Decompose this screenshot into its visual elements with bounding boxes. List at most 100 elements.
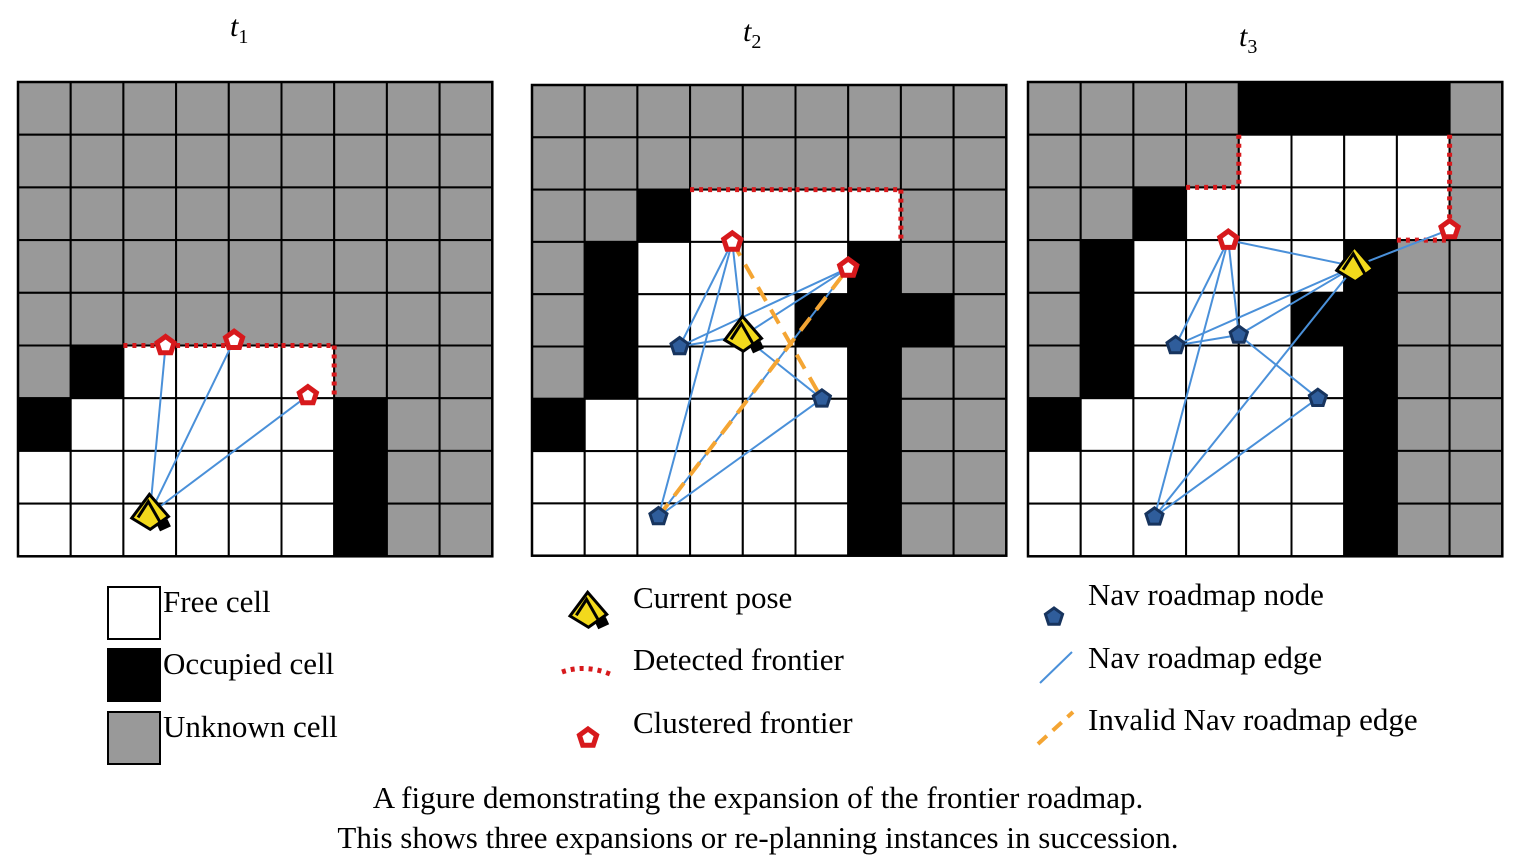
unknown-cell — [1448, 239, 1504, 294]
legend-current-pose-label: Current pose — [633, 580, 793, 615]
unknown-cell — [531, 293, 586, 348]
unknown-cell — [1027, 291, 1082, 347]
legend-detected-frontier-label: Detected frontier — [633, 642, 844, 677]
legend-nav-node-label: Nav roadmap node — [1088, 577, 1324, 612]
unknown-cell — [385, 133, 441, 189]
occupied-cell — [1132, 186, 1188, 242]
clustered-frontier — [222, 328, 246, 350]
free-cell — [1290, 186, 1346, 242]
invalid-nav-roadmap-edge — [730, 240, 824, 400]
unknown-cell — [1448, 133, 1504, 189]
unknown-cell — [175, 291, 230, 347]
free-cell — [1237, 133, 1293, 189]
unknown-cell — [1448, 449, 1504, 505]
occupied-cell — [531, 397, 586, 453]
unknown-cell — [333, 186, 388, 242]
free-cell — [583, 450, 639, 505]
unknown-cell — [531, 136, 586, 191]
pose-heading — [729, 320, 755, 346]
occupied-cell — [1343, 291, 1398, 347]
occupied-cell — [69, 344, 125, 400]
grid-border — [1026, 80, 1504, 558]
unknown-cell — [952, 84, 1008, 139]
occupied-cell — [583, 293, 639, 348]
free-cell — [531, 450, 586, 505]
unknown-cell — [385, 344, 441, 400]
free-cell — [689, 450, 744, 505]
unknown-cell — [583, 84, 639, 139]
legend-occupied-cell-label: Occupied cell — [163, 646, 335, 681]
nav-node — [648, 505, 669, 526]
free-cell — [227, 449, 283, 505]
occupied-cell — [583, 240, 639, 296]
occupied-cell — [847, 345, 902, 400]
unknown-cell — [333, 344, 388, 400]
free-cell — [689, 345, 744, 400]
occupied-cell — [847, 293, 902, 348]
free-cell — [583, 502, 639, 557]
legend-clustered-frontier-label: Clustered frontier — [633, 705, 853, 740]
unknown-cell — [899, 240, 955, 296]
free-cell — [741, 240, 797, 296]
occupied-cell — [1395, 81, 1451, 136]
unknown-cell — [1079, 186, 1135, 242]
unknown-cell — [175, 239, 230, 294]
free-cell — [1237, 186, 1293, 242]
unknown-cell — [1395, 291, 1451, 347]
unknown-cell — [741, 84, 797, 139]
legend-detected-frontier-line — [561, 666, 611, 677]
unknown-cell — [952, 136, 1008, 191]
unknown-cell — [175, 186, 230, 242]
clustered-frontier — [1216, 228, 1240, 250]
nav-roadmap-edge — [1238, 265, 1356, 336]
occupied-cell — [1079, 344, 1135, 400]
unknown-cell — [952, 450, 1008, 505]
unknown-cell — [1448, 291, 1504, 347]
unknown-cell — [1027, 239, 1082, 294]
free-cell — [69, 449, 125, 505]
nav-roadmap-edge — [1175, 265, 1356, 347]
clustered-frontier — [576, 725, 600, 748]
current-pose-marker — [567, 589, 610, 630]
unknown-cell — [1395, 502, 1451, 558]
legend-unknown-cell-swatch — [107, 711, 161, 765]
unknown-cell — [1448, 502, 1504, 558]
unknown-cell — [280, 291, 336, 347]
nav-node — [1144, 505, 1165, 526]
free-cell — [1237, 239, 1293, 294]
free-cell — [794, 188, 850, 243]
nav-roadmap-edge — [657, 241, 734, 517]
unknown-cell — [175, 133, 230, 189]
pose-heading — [1341, 251, 1367, 276]
clustered-frontier — [154, 333, 178, 356]
unknown-cell — [385, 502, 441, 558]
unknown-cell — [438, 502, 494, 558]
unknown-cell — [636, 136, 692, 191]
panel-title-t3: t3 — [1239, 20, 1258, 58]
free-cell — [17, 449, 72, 505]
unknown-cell — [741, 136, 797, 191]
unknown-cell — [122, 186, 178, 242]
free-cell — [1185, 449, 1240, 505]
nav-roadmap-edge — [1153, 239, 1230, 518]
occupied-cell — [333, 449, 388, 505]
legend-icons — [107, 586, 1075, 765]
unknown-cell — [438, 186, 494, 242]
unknown-cell — [438, 291, 494, 347]
unknown-cell — [17, 81, 72, 136]
occupied-cell — [899, 293, 955, 348]
unknown-cell — [438, 344, 494, 400]
free-cell — [175, 502, 230, 558]
unknown-cell — [1395, 397, 1451, 452]
free-cell — [1290, 133, 1346, 189]
nav-node — [1228, 324, 1250, 344]
clustered-frontier — [720, 229, 744, 252]
unknown-cell — [385, 291, 441, 347]
unknown-cell — [794, 84, 850, 139]
clustered-frontier — [836, 255, 860, 278]
grid-border — [16, 80, 494, 558]
free-cell — [583, 397, 639, 453]
nav-roadmap-edge — [1238, 334, 1319, 399]
pose-tail — [594, 616, 610, 630]
legend-occupied-cell-swatch — [107, 648, 161, 702]
